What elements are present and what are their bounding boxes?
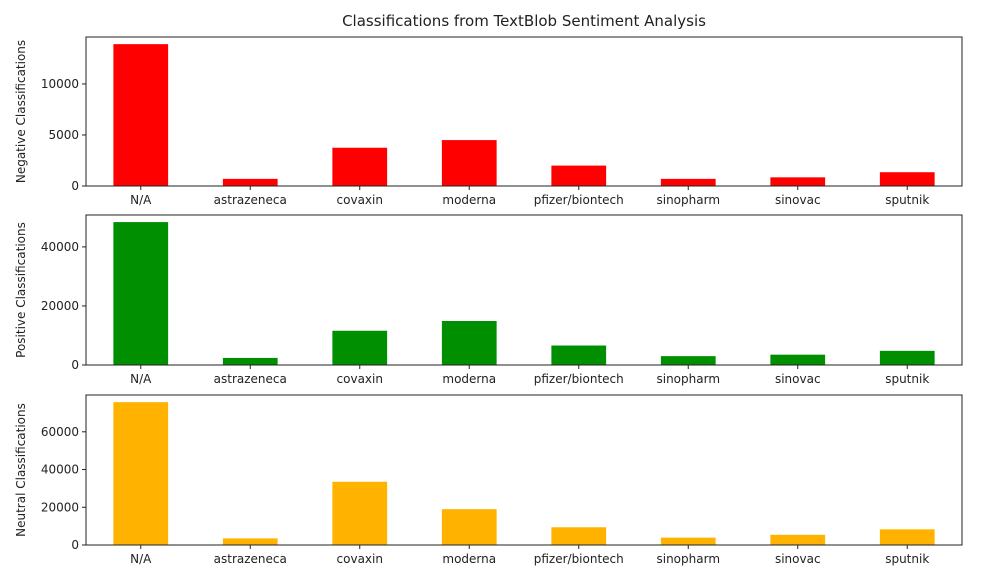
negative-bar-5 bbox=[660, 178, 716, 186]
neutral-axes-frame bbox=[85, 394, 963, 546]
negative-ylabel: Negative Classifications bbox=[14, 40, 28, 183]
neutral-xtick-label-4: pfizer/biontech bbox=[534, 552, 624, 566]
positive-bar-7 bbox=[879, 350, 935, 365]
positive-axes-frame bbox=[85, 214, 963, 366]
negative-bar-2 bbox=[332, 147, 388, 186]
neutral-xtick-label-7: sputnik bbox=[885, 552, 929, 566]
neutral-xtick-label-1: astrazeneca bbox=[214, 552, 287, 566]
negative-xtick-label-6: sinovac bbox=[775, 193, 821, 207]
positive-xtick-label-4: pfizer/biontech bbox=[534, 372, 624, 386]
neutral-xtick-label-2: covaxin bbox=[337, 552, 383, 566]
negative-xtick-label-5: sinopharm bbox=[656, 193, 720, 207]
positive-bar-3 bbox=[441, 321, 497, 365]
negative-xtick-label-1: astrazeneca bbox=[214, 193, 287, 207]
negative-ytick-label-1: 5000 bbox=[48, 128, 79, 142]
positive-xtick-label-7: sputnik bbox=[885, 372, 929, 386]
neutral-bar-5 bbox=[660, 537, 716, 545]
positive-bar-1 bbox=[222, 357, 278, 365]
neutral-bar-1 bbox=[222, 538, 278, 545]
neutral-bar-3 bbox=[441, 509, 497, 545]
positive-xtick-label-0: N/A bbox=[130, 372, 152, 386]
neutral-bar-2 bbox=[332, 481, 388, 545]
positive-bar-2 bbox=[332, 330, 388, 365]
neutral-xtick-label-3: moderna bbox=[442, 552, 496, 566]
negative-xtick-label-3: moderna bbox=[442, 193, 496, 207]
negative-bar-7 bbox=[879, 172, 935, 186]
negative-xtick-label-2: covaxin bbox=[337, 193, 383, 207]
negative-bar-6 bbox=[770, 177, 826, 186]
positive-panel: N/A astrazeneca covaxin moderna pfizer/biont… bbox=[14, 214, 963, 386]
chart-panels: N/A astrazeneca covaxin moderna pfizer/biont… bbox=[14, 36, 963, 566]
neutral-xtick-label-5: sinopharm bbox=[656, 552, 720, 566]
negative-bar-3 bbox=[441, 140, 497, 186]
negative-xtick-label-7: sputnik bbox=[885, 193, 929, 207]
positive-xtick-label-2: covaxin bbox=[337, 372, 383, 386]
positive-ytick-label-1: 20000 bbox=[41, 299, 79, 313]
negative-xtick-label-0: N/A bbox=[130, 193, 152, 207]
positive-bar-6 bbox=[770, 354, 826, 365]
positive-xtick-label-5: sinopharm bbox=[656, 372, 720, 386]
negative-axes-frame bbox=[85, 36, 963, 187]
negative-bar-1 bbox=[222, 178, 278, 186]
neutral-ytick-label-2: 40000 bbox=[41, 463, 79, 477]
neutral-bar-7 bbox=[879, 529, 935, 545]
neutral-xtick-label-0: N/A bbox=[130, 552, 152, 566]
positive-xtick-label-3: moderna bbox=[442, 372, 496, 386]
chart-title: Classifications from TextBlob Sentiment … bbox=[342, 12, 706, 30]
neutral-ytick-label-0: 0 bbox=[71, 538, 79, 552]
negative-xtick-label-4: pfizer/biontech bbox=[534, 193, 624, 207]
negative-ytick-label-2: 10000 bbox=[41, 77, 79, 91]
neutral-ytick-label-1: 20000 bbox=[41, 500, 79, 514]
neutral-ytick-label-3: 60000 bbox=[41, 425, 79, 439]
positive-bar-4 bbox=[551, 345, 607, 365]
neutral-bar-4 bbox=[551, 527, 607, 545]
neutral-bar-6 bbox=[770, 534, 826, 545]
negative-panel: N/A astrazeneca covaxin moderna pfizer/biont… bbox=[14, 36, 963, 207]
negative-bar-0 bbox=[113, 44, 169, 186]
neutral-ylabel: Neutral Classifications bbox=[14, 403, 28, 537]
neutral-xtick-label-6: sinovac bbox=[775, 552, 821, 566]
negative-ytick-label-0: 0 bbox=[71, 179, 79, 193]
positive-ylabel: Positive Classifications bbox=[14, 222, 28, 358]
positive-bar-5 bbox=[660, 356, 716, 365]
neutral-panel: N/A astrazeneca covaxin moderna pfizer/biont… bbox=[14, 394, 963, 566]
neutral-bar-0 bbox=[113, 402, 169, 545]
positive-bar-0 bbox=[113, 222, 169, 365]
positive-ytick-label-0: 0 bbox=[71, 358, 79, 372]
positive-xtick-label-6: sinovac bbox=[775, 372, 821, 386]
negative-bar-4 bbox=[551, 165, 607, 186]
positive-xtick-label-1: astrazeneca bbox=[214, 372, 287, 386]
positive-ytick-label-2: 40000 bbox=[41, 240, 79, 254]
